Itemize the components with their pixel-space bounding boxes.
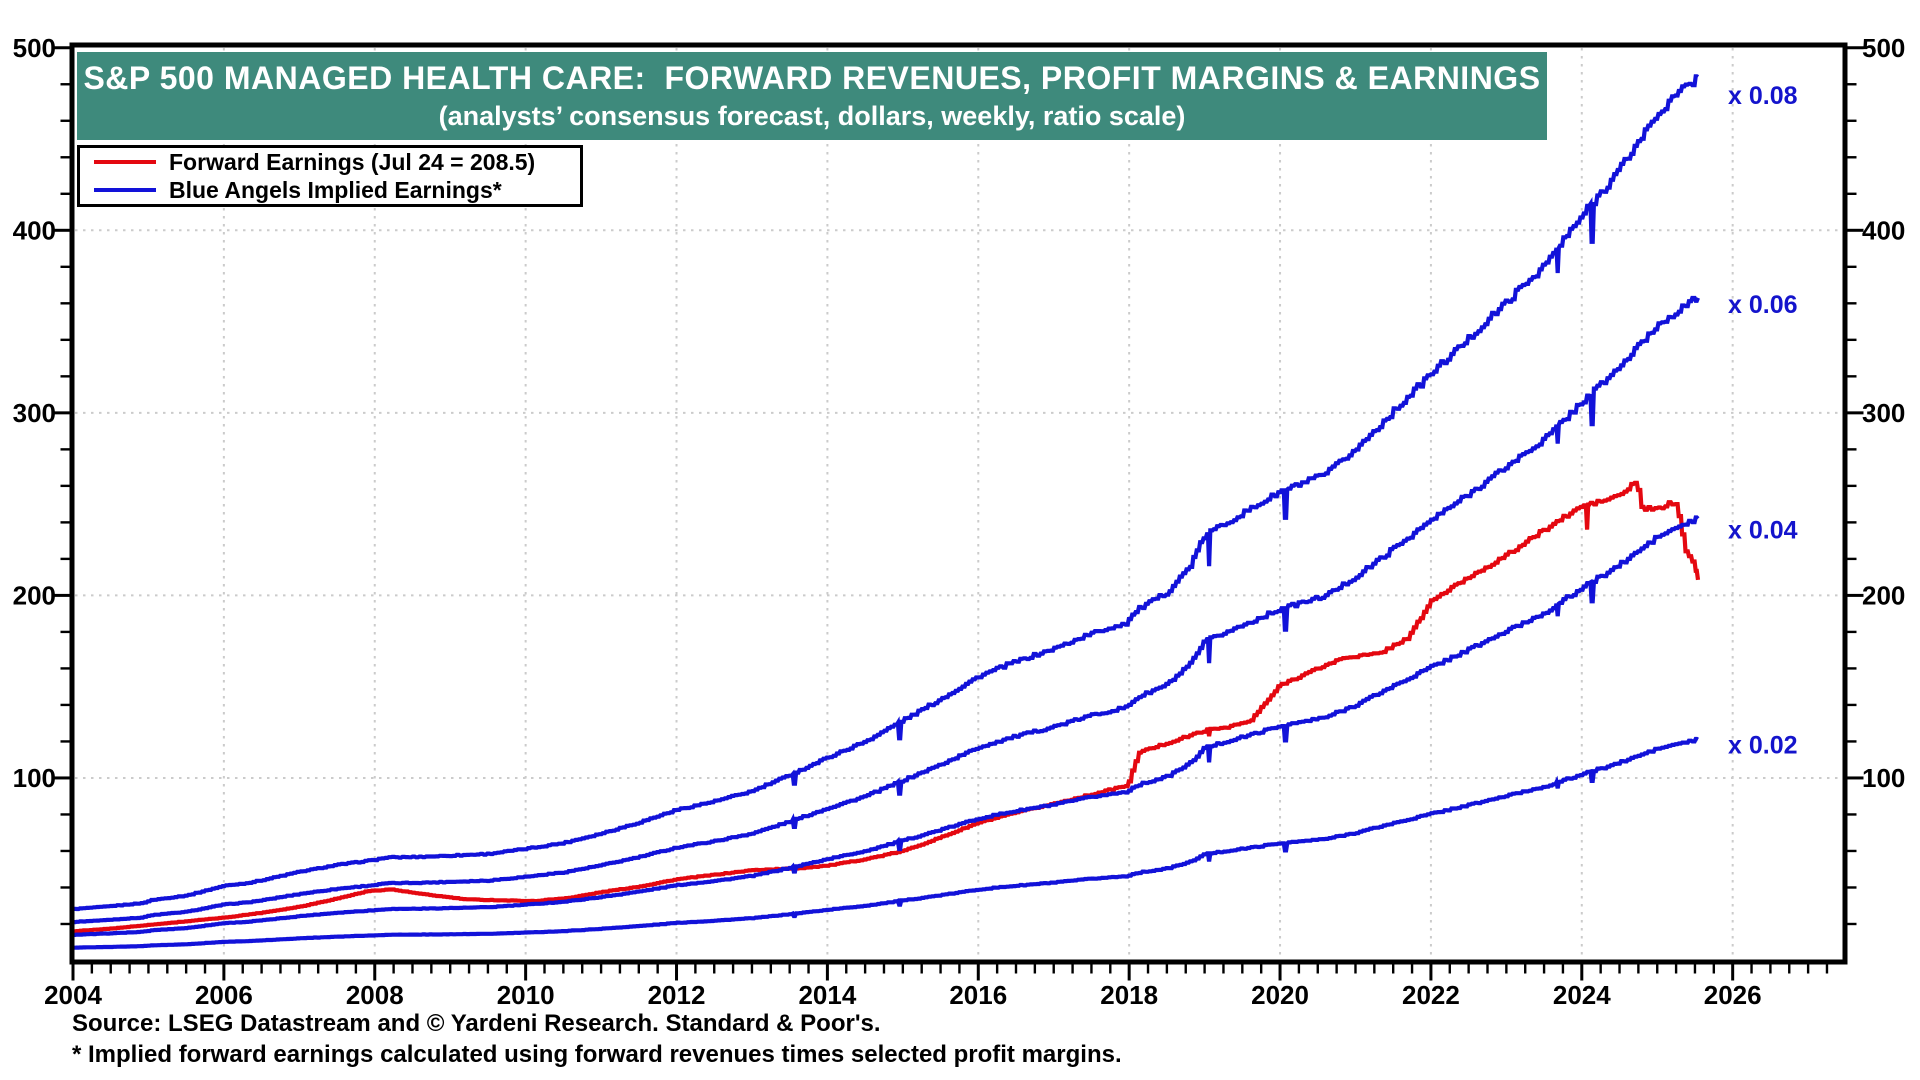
x-axis-label-2010: 2010 bbox=[497, 980, 555, 1010]
y-axis-label-left-200: 200 bbox=[13, 580, 56, 610]
gridlines bbox=[75, 48, 1842, 959]
chart-subtitle: (analysts’ consensus forecast, dollars, … bbox=[438, 101, 1186, 131]
y-axis-label-right-100: 100 bbox=[1862, 763, 1905, 793]
legend-item-blue-angels: Blue Angels Implied Earnings* bbox=[94, 176, 580, 203]
axis-labels: 100 100 200 200 300 300 400 400 500 500 2004 2006 20… bbox=[13, 33, 1906, 1010]
y-axis-label-right-200: 200 bbox=[1862, 580, 1905, 610]
x-axis-label-2016: 2016 bbox=[949, 980, 1007, 1010]
x-axis-label-2020: 2020 bbox=[1251, 980, 1309, 1010]
curve-multiplier-label-x0.06: x 0.06 bbox=[1728, 291, 1798, 319]
y-axis-label-right-500: 500 bbox=[1862, 33, 1905, 63]
source-text: Source: LSEG Datastream and © Yardeni Re… bbox=[72, 1010, 881, 1037]
curves bbox=[73, 74, 1701, 950]
x-axis-label-2026: 2026 bbox=[1704, 980, 1762, 1010]
curve-multiplier-label-x0.02: x 0.02 bbox=[1728, 732, 1798, 760]
forward-earnings-line-swatch bbox=[94, 160, 156, 164]
implied-earnings-x004-line bbox=[73, 515, 1700, 937]
y-axis-label-left-300: 300 bbox=[13, 398, 56, 428]
x-axis-label-2024: 2024 bbox=[1553, 980, 1611, 1010]
forward-earnings-line bbox=[73, 480, 1701, 934]
legend-box: Forward Earnings (Jul 24 = 208.5) Blue A… bbox=[77, 145, 583, 207]
y-axis-label-left-500: 500 bbox=[13, 33, 56, 63]
curve-multiplier-label-x0.04: x 0.04 bbox=[1728, 517, 1798, 545]
legend-item-forward-earnings: Forward Earnings (Jul 24 = 208.5) bbox=[94, 148, 580, 175]
y-axis-label-left-100: 100 bbox=[13, 763, 56, 793]
x-axis-label-2004: 2004 bbox=[44, 980, 102, 1010]
x-axis-label-2022: 2022 bbox=[1402, 980, 1460, 1010]
x-axis-label-2018: 2018 bbox=[1100, 980, 1158, 1010]
x-axis-label-2012: 2012 bbox=[648, 980, 706, 1010]
legend-label: Blue Angels Implied Earnings* bbox=[169, 176, 502, 203]
chart-title: S&P 500 MANAGED HEALTH CARE: FORWARD REV… bbox=[83, 60, 1541, 96]
y-axis-label-right-300: 300 bbox=[1862, 398, 1905, 428]
implied-earnings-x008-line bbox=[73, 74, 1700, 912]
implied-earnings-x002-line bbox=[73, 736, 1699, 950]
curve-multiplier-label-x0.08: x 0.08 bbox=[1728, 82, 1798, 110]
multiplier-labels: x 0.08 x 0.06 x 0.04 x 0.02 bbox=[1728, 82, 1798, 760]
y-axis-label-left-400: 400 bbox=[13, 215, 56, 245]
title-banner: S&P 500 MANAGED HEALTH CARE: FORWARD REV… bbox=[77, 52, 1547, 140]
axis-ticks bbox=[53, 46, 1864, 981]
footnote-text: * Implied forward earnings calculated us… bbox=[72, 1041, 1122, 1068]
blue-angels-line-swatch bbox=[94, 188, 156, 192]
x-axis-label-2014: 2014 bbox=[798, 980, 856, 1010]
x-axis-label-2006: 2006 bbox=[195, 980, 253, 1010]
plot-frame bbox=[69, 42, 1848, 965]
x-axis-label-2008: 2008 bbox=[346, 980, 404, 1010]
legend-label: Forward Earnings (Jul 24 = 208.5) bbox=[169, 148, 536, 175]
y-axis-label-right-400: 400 bbox=[1862, 215, 1905, 245]
implied-earnings-x006-line bbox=[73, 295, 1700, 925]
